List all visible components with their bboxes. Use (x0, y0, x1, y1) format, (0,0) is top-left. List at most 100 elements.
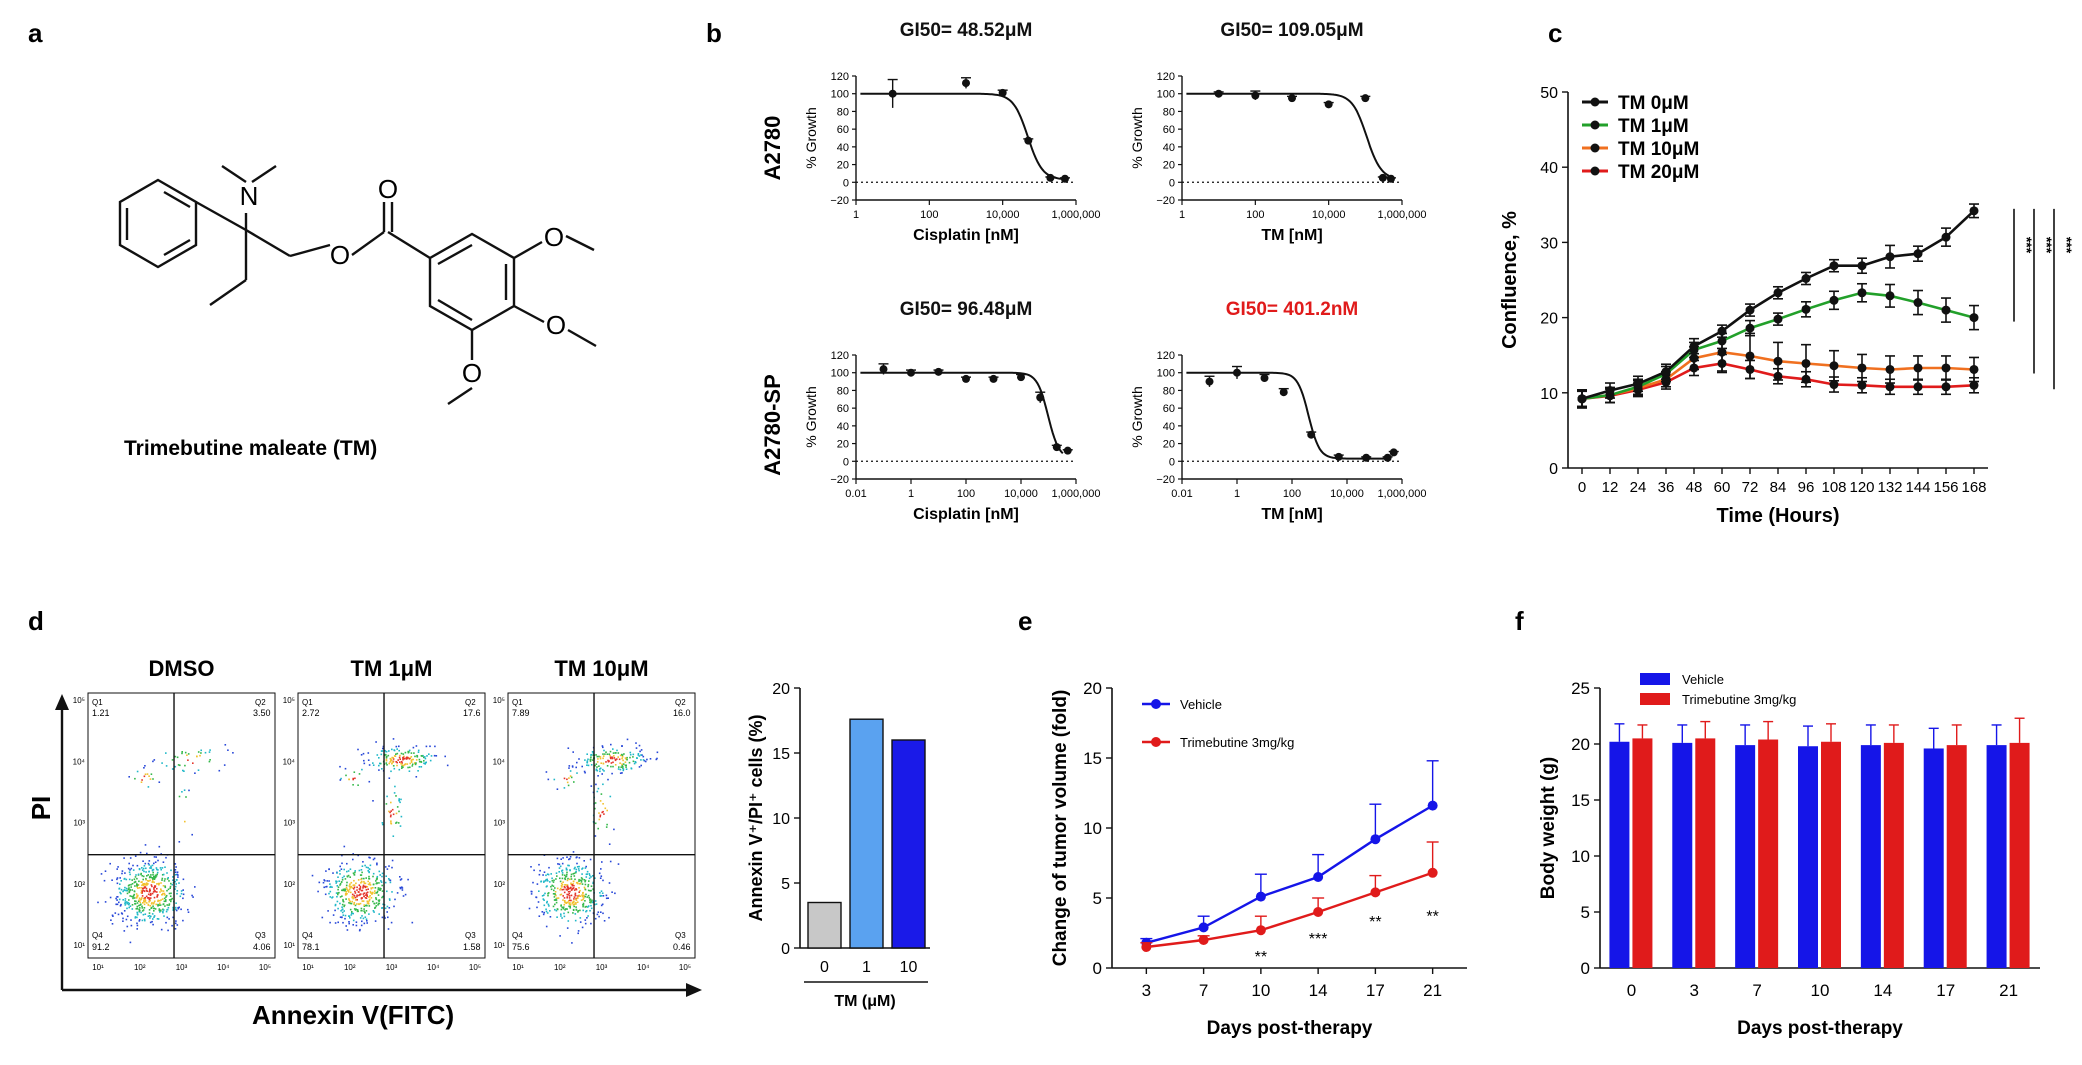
flow-event (423, 756, 425, 759)
y-tick-label: 10 (1540, 386, 1558, 403)
flow-event (415, 759, 418, 761)
flow-event (599, 815, 601, 818)
flow-event (601, 773, 603, 775)
flow-event (580, 879, 583, 882)
flow-event (542, 874, 544, 876)
flow-event (378, 888, 381, 891)
flow-event (619, 768, 622, 771)
flow-event (587, 885, 589, 888)
flow-y-tick: 10² (493, 880, 505, 889)
flow-event (560, 885, 563, 887)
flow-event (144, 886, 146, 889)
flow-event (336, 895, 338, 898)
flow-event (570, 899, 572, 902)
flow-event (368, 913, 370, 915)
data-point (1801, 273, 1811, 283)
flow-event (168, 899, 171, 901)
flow-event (172, 906, 174, 909)
flow-event (566, 778, 568, 781)
flow-event (392, 761, 394, 763)
flow-event (596, 913, 599, 916)
flow-event (606, 809, 608, 812)
flow-event (142, 887, 145, 889)
flow-event (170, 892, 172, 895)
flow-event (122, 899, 124, 901)
flow-event (396, 752, 399, 755)
flow-event (587, 894, 590, 897)
x-tick-label: 1,000,000 (1052, 209, 1101, 221)
flow-event (597, 775, 599, 777)
flow-event (147, 897, 150, 899)
flow-event (576, 761, 578, 764)
flow-event (133, 897, 136, 899)
flow-event (171, 897, 173, 900)
flow-event (332, 914, 335, 916)
flow-event (185, 796, 187, 798)
flow-event (578, 869, 580, 872)
flow-event (550, 888, 553, 891)
flow-event (326, 880, 328, 882)
flow-event (617, 752, 620, 754)
flow-event (340, 881, 343, 883)
flow-event (385, 750, 387, 753)
flow-ylabel: PI (26, 796, 56, 821)
flow-event (586, 870, 589, 873)
flow-event (418, 758, 421, 761)
flow-event (537, 901, 540, 903)
flow-event (536, 883, 539, 885)
flow-event (414, 763, 417, 766)
flow-event (572, 851, 575, 853)
flow-event (151, 920, 153, 923)
flow-event (343, 910, 345, 912)
flow-event (576, 772, 578, 774)
flow-event (396, 761, 398, 764)
flow-event (339, 870, 341, 872)
flow-event (560, 905, 562, 907)
flow-event (175, 866, 177, 868)
flow-event (115, 897, 117, 900)
flow-event (580, 899, 583, 901)
flow-event (564, 874, 566, 877)
flow-event (398, 756, 401, 759)
flow-event (354, 904, 357, 907)
flow-event (366, 893, 368, 896)
flow-event (590, 756, 592, 758)
flow-event (596, 769, 599, 772)
flow-event (556, 916, 558, 918)
y-tick-label: 120 (1157, 71, 1175, 83)
flow-event (590, 900, 592, 903)
flow-event (586, 873, 588, 875)
y-axis-label: Annexin V⁺/PI⁺ cells (%) (746, 714, 766, 921)
flow-event (360, 907, 363, 910)
flow-event (579, 921, 582, 923)
y-tick-label: 0 (1169, 177, 1175, 189)
flow-event (570, 886, 572, 889)
flow-event (152, 871, 154, 874)
flow-event (347, 889, 349, 891)
flow-event (131, 889, 133, 891)
bar (891, 739, 926, 949)
flow-event (149, 905, 152, 907)
flow-event (341, 889, 343, 892)
flow-event (368, 878, 371, 880)
flow-event (359, 928, 361, 931)
flow-event (340, 868, 343, 870)
flow-event (358, 891, 360, 893)
flow-event (575, 898, 577, 901)
y-tick-label: 20 (772, 681, 790, 698)
flow-event (390, 770, 392, 773)
flow-event (619, 772, 622, 774)
flow-event (364, 882, 367, 885)
flow-event (546, 912, 549, 914)
flow-event (127, 888, 130, 890)
flow-event (404, 893, 407, 896)
flow-event (334, 922, 337, 924)
fit-curve (860, 92, 1063, 180)
flow-event (401, 889, 404, 891)
flow-event (587, 883, 590, 886)
flow-event (644, 760, 647, 763)
flow-event (355, 908, 357, 911)
flow-event (603, 920, 606, 922)
